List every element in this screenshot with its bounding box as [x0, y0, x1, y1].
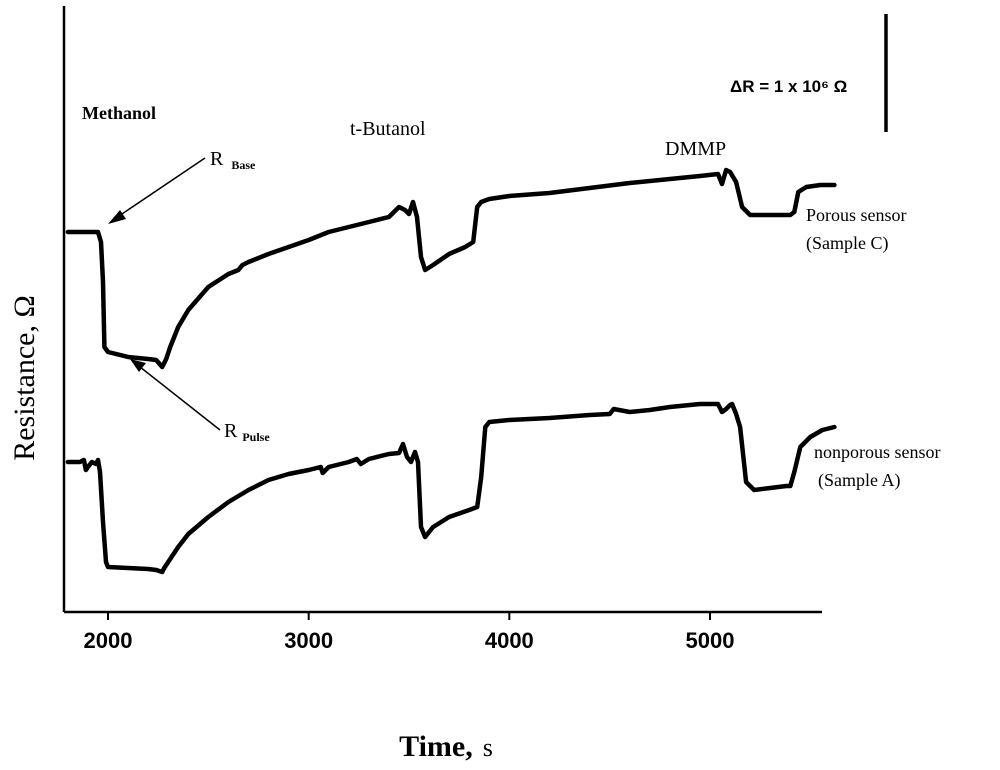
x-axis-title-unit: s	[483, 733, 493, 762]
annotation-r-base-main: R	[210, 148, 224, 170]
x-axis-title: Time, s	[399, 730, 493, 763]
x-tick-label-5000: 5000	[686, 628, 735, 653]
annotation-r-pulse-main: R	[224, 420, 238, 442]
x-tick-label-2000: 2000	[84, 628, 133, 653]
legend-porous-line1: Porous sensor	[806, 205, 907, 225]
series-line-porous	[65, 167, 837, 370]
annotation-r-pulse: R Pulse	[224, 420, 270, 444]
x-tick-label-4000: 4000	[485, 628, 534, 653]
r-pulse-arrow	[130, 359, 221, 431]
x-tick-label-3000: 3000	[284, 628, 333, 653]
annotation-t-butanol: t-Butanol	[350, 118, 426, 140]
x-axis-title-main: Time,	[399, 730, 473, 763]
y-axis-title: Resistance, Ω	[8, 295, 41, 461]
scale-bar-label: ΔR = 1 x 10⁶ Ω	[730, 77, 847, 96]
annotation-methanol: Methanol	[82, 103, 156, 123]
legend-nonporous-line1: nonporous sensor	[814, 442, 941, 462]
r-base-arrow	[108, 157, 206, 224]
annotation-r-base-sub: Base	[231, 158, 256, 172]
annotation-r-base: R Base	[210, 148, 256, 172]
annotation-r-pulse-sub: Pulse	[242, 430, 270, 444]
x-tick-labels: 2000 3000 4000 5000	[84, 628, 735, 653]
x-tick-marks	[107, 612, 711, 620]
legend-porous-line2: (Sample C)	[806, 233, 889, 254]
annotation-dmmp: DMMP	[665, 138, 726, 160]
series-line-nonporous	[65, 401, 837, 575]
legend-nonporous-line2: (Sample A)	[818, 470, 901, 491]
